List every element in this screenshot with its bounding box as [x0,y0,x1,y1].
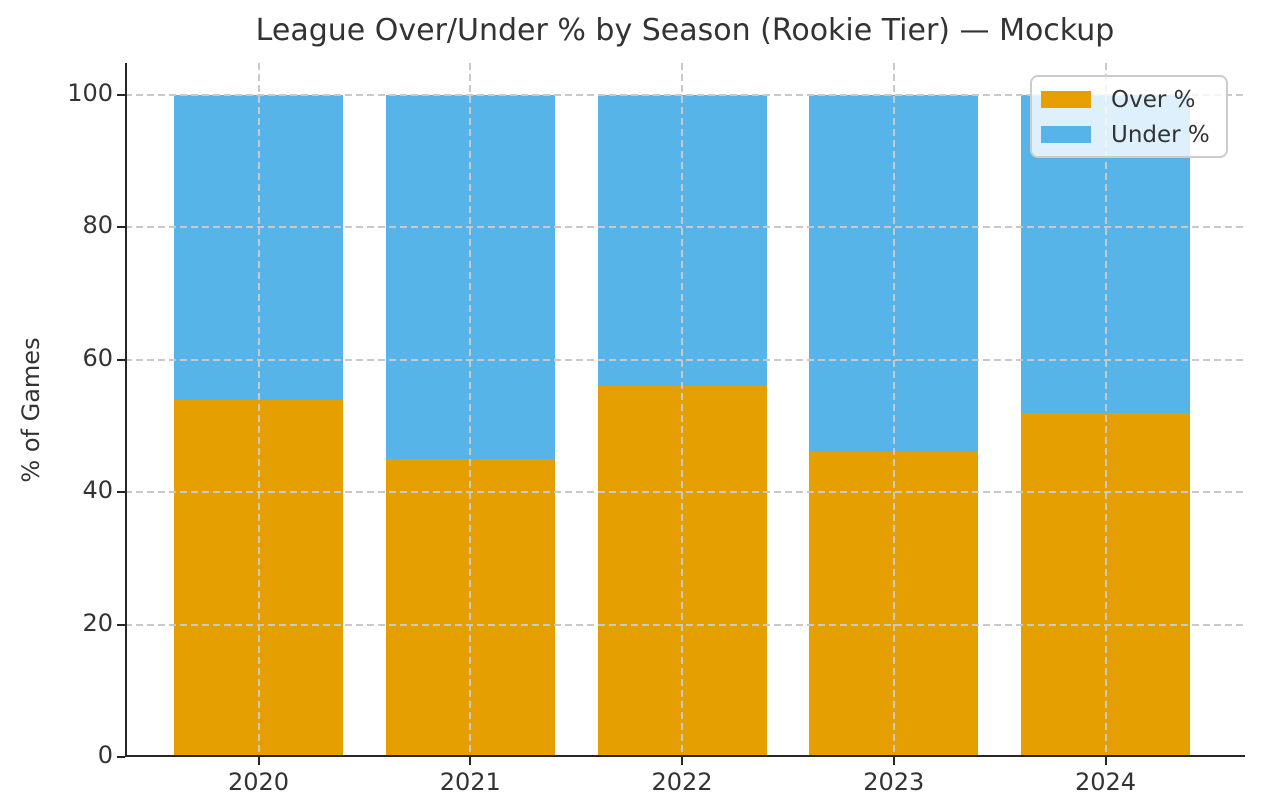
y-tick-label: 60 [82,343,113,372]
bar-stack [1021,95,1190,757]
x-tick-label: 2023 [863,768,925,796]
y-tick-label: 100 [67,79,113,107]
x-tick-label: 2022 [651,768,713,796]
bar-stack [809,95,979,757]
bar-stack [597,95,767,757]
x-tick-label: 2021 [439,768,501,796]
legend-item: Over % [1032,82,1226,117]
y-tick-label: 80 [82,211,113,240]
bar-segment-under [809,95,979,453]
x-tick-mark [257,757,260,765]
bar-segment-over [385,459,555,757]
bar-stack [174,95,343,757]
bar-segment-under [597,95,767,387]
bar-stack [385,95,555,757]
legend-label: Over % [1111,86,1196,113]
bottom-spine [125,755,1245,757]
x-tick-mark [1104,757,1107,765]
y-tick-mark [117,94,125,96]
bars-layer [125,63,1245,757]
x-tick-label: 2024 [1074,768,1137,796]
legend-label: Under % [1111,121,1210,148]
bar-segment-over [174,399,343,757]
chart-title: League Over/Under % by Season (Rookie Ti… [255,13,1115,48]
bar-segment-over [597,386,767,757]
y-tick-mark [117,226,125,229]
y-tick-mark [117,756,125,758]
y-tick-label: 40 [82,476,113,505]
legend-swatch-over [1041,91,1091,108]
legend-swatch-under [1041,126,1091,143]
x-tick-mark [469,757,472,765]
left-spine [125,63,127,757]
y-tick-mark [117,623,125,626]
bar-segment-under [385,95,555,460]
legend-item: Under % [1032,117,1226,152]
x-tick-label: 2020 [227,768,290,796]
legend: Over % Under % [1030,75,1228,158]
y-tick-label: 0 [97,741,113,769]
bar-segment-over [1021,412,1190,757]
x-tick-mark [681,757,683,765]
bar-segment-under [174,95,343,400]
plot-area: Over % Under % [125,63,1245,757]
y-tick-mark [117,491,125,494]
x-tick-mark [892,757,895,765]
y-tick-label: 20 [82,608,113,637]
bar-segment-over [809,452,979,757]
y-tick-mark [117,358,125,361]
